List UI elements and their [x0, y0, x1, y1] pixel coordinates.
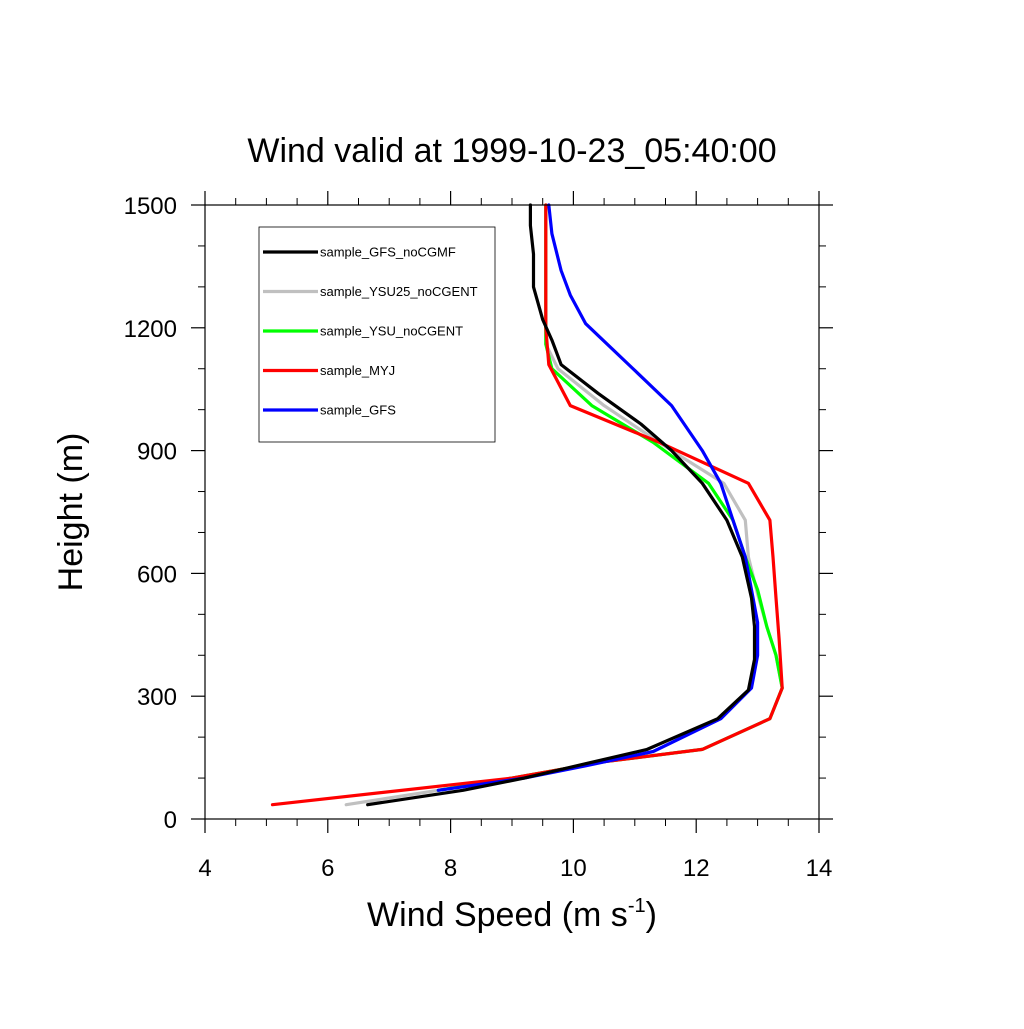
x-tick-label: 10	[560, 855, 587, 882]
series-line-sample_GFS	[436, 203, 760, 792]
y-tick-label: 900	[137, 439, 177, 466]
legend-label: sample_GFS	[320, 403, 396, 418]
chart-title: Wind valid at 1999-10-23_05:40:00	[247, 132, 776, 170]
y-axis-label: Height (m)	[52, 433, 90, 592]
x-tick-label: 6	[321, 855, 334, 882]
y-tick-label: 1200	[124, 316, 177, 343]
legend-box	[258, 226, 496, 443]
y-tick-label: 600	[137, 561, 177, 588]
y-tick-label: 300	[137, 684, 177, 711]
series-lines	[270, 203, 784, 807]
series-line-sample_MYJ	[270, 203, 784, 807]
x-axis-label-main: Wind Speed (m s	[367, 896, 628, 934]
legend-label: sample_YSU25_noCGENT	[320, 284, 478, 299]
x-tick-label: 8	[444, 855, 457, 882]
x-axis-label-superscript: -1	[628, 895, 646, 917]
legend-items: sample_GFS_noCGMF sample_YSU25_noCGENTsam…	[263, 245, 478, 418]
x-axis-label: Wind Speed (m s-1)	[367, 895, 657, 934]
legend: sample_GFS_noCGMF sample_YSU25_noCGENTsam…	[258, 226, 496, 443]
y-tick-label: 0	[164, 807, 177, 834]
series-line-sample_GFS_noCGMF	[366, 203, 757, 807]
y-tick-label: 1500	[124, 193, 177, 220]
axis-ticks: 4 6 8 10 12 14 0 300 600 900 1200 1500	[124, 191, 833, 882]
legend-label: sample_MYJ	[320, 363, 395, 378]
x-axis-label-close: )	[646, 896, 657, 934]
y-axis-label-wrap: Height (m)	[52, 433, 90, 592]
x-tick-label: 12	[683, 855, 710, 882]
plot-frame	[204, 204, 820, 820]
legend-label: sample_YSU_noCGENT	[320, 324, 463, 339]
x-tick-label: 14	[806, 855, 833, 882]
legend-label: sample_GFS_noCGMF	[320, 245, 456, 260]
x-tick-label: 4	[198, 855, 211, 882]
